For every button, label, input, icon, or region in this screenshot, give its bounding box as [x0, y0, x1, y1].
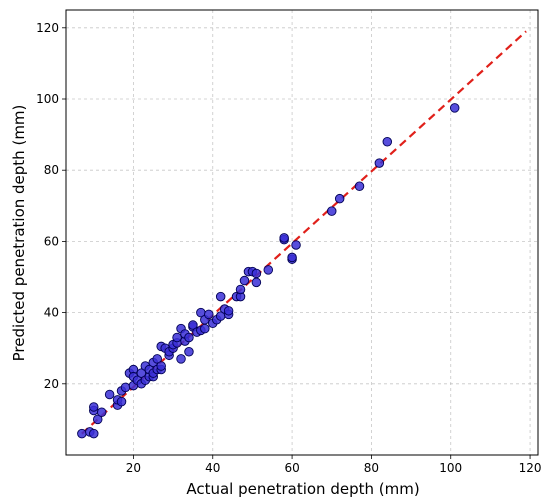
data-point	[291, 240, 301, 250]
data-point	[77, 428, 87, 439]
x-axis-ticks: 20 40 60 80 100 120	[126, 455, 542, 475]
data-point	[89, 402, 99, 412]
y-axis-ticks: 20 40 60 80 100 120	[36, 21, 66, 391]
data-point	[251, 277, 262, 288]
plot-frame	[65, 9, 539, 456]
data-point	[96, 407, 107, 418]
data-point	[152, 354, 162, 364]
data-point	[287, 252, 297, 263]
y-tick-label: 80	[44, 163, 59, 177]
x-axis-label: Actual penetration depth (mm)	[186, 480, 419, 498]
data-point	[89, 428, 99, 439]
data-point	[239, 275, 250, 286]
data-point	[374, 158, 385, 168]
data-point	[204, 309, 214, 320]
data-point	[156, 361, 166, 371]
data-point	[184, 347, 194, 357]
data-point	[235, 284, 246, 295]
data-point	[188, 320, 198, 330]
data-point	[263, 265, 274, 275]
data-point	[184, 332, 194, 343]
data-point	[326, 206, 337, 216]
y-tick-label: 60	[44, 234, 59, 248]
data-point	[354, 181, 365, 191]
x-tick-label: 20	[126, 461, 141, 475]
data-point	[279, 233, 289, 243]
y-tick-label: 120	[36, 21, 59, 35]
data-point	[215, 291, 226, 302]
data-point	[120, 382, 131, 393]
data-point	[382, 136, 393, 147]
y-tick-label: 40	[44, 306, 59, 320]
x-tick-label: 60	[284, 461, 299, 475]
data-point	[449, 103, 460, 113]
data-points	[77, 103, 460, 439]
x-tick-label: 120	[519, 461, 542, 475]
data-point	[251, 268, 262, 279]
data-point	[92, 414, 103, 425]
data-point	[334, 193, 345, 204]
x-tick-label: 80	[364, 461, 379, 475]
data-point	[104, 389, 115, 400]
y-tick-label: 20	[44, 377, 59, 391]
data-point	[136, 368, 147, 378]
reference-line-layer	[81, 30, 527, 435]
x-tick-label: 100	[439, 461, 462, 475]
data-point	[223, 306, 234, 316]
data-point	[200, 323, 210, 334]
y-tick-label: 100	[36, 92, 59, 106]
y-axis-label: Predicted penetration depth (mm)	[10, 105, 28, 362]
data-point	[116, 396, 127, 407]
reference-line	[81, 30, 527, 435]
data-point	[176, 354, 186, 364]
x-tick-label: 40	[205, 461, 220, 475]
data-point	[172, 332, 182, 343]
